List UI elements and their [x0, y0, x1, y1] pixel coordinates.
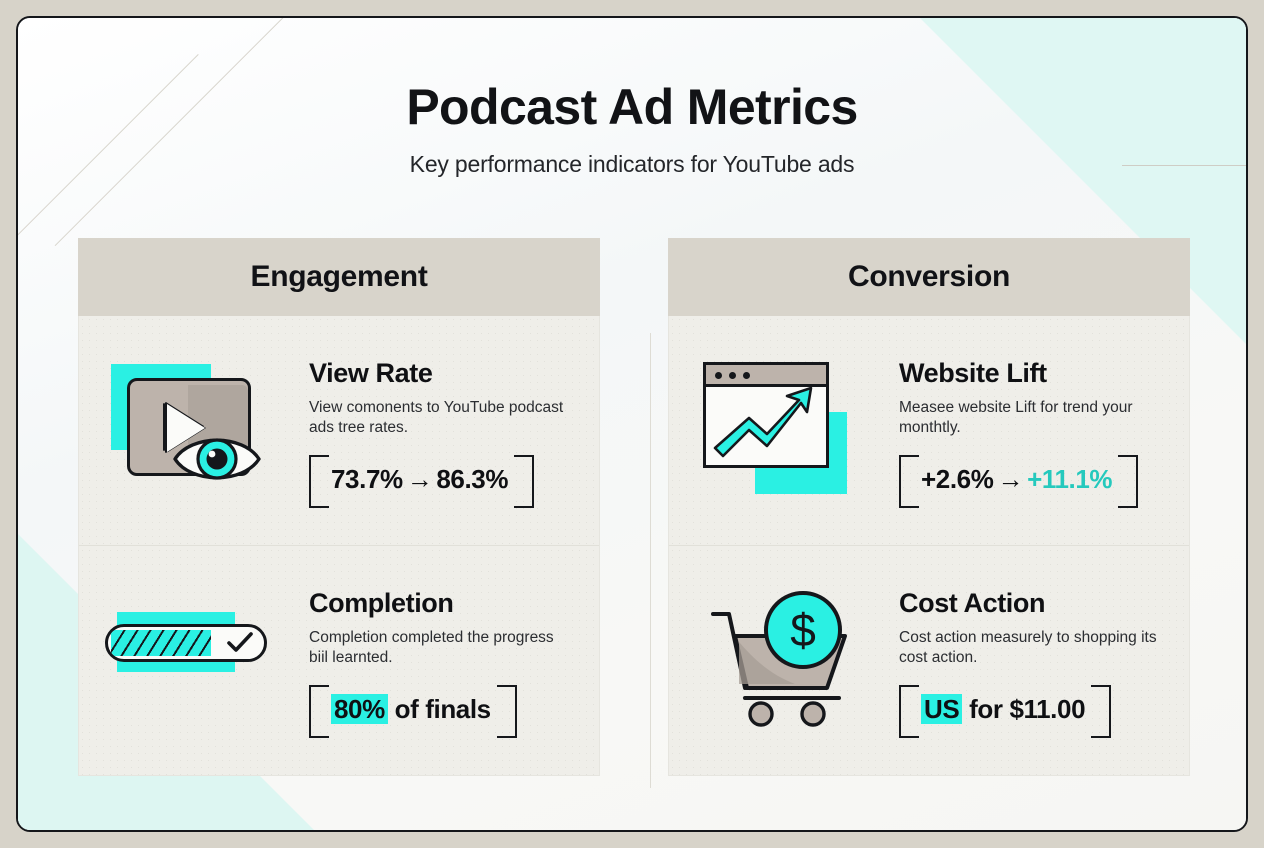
metric-desc-website-lift: Measee website Lift for trend your month…	[899, 398, 1133, 437]
column-body-conversion: Website Lift Measee website Lift for tre…	[668, 316, 1190, 776]
page-title: Podcast Ad Metrics	[406, 79, 858, 135]
metric-text-website-lift: Website Lift Measee website Lift for tre…	[899, 357, 1167, 508]
page-subtitle: Key performance indicators for YouTube a…	[409, 151, 855, 177]
column-title-conversion: Conversion	[847, 260, 1011, 293]
metric-text-view-rate: View Rate View comonents to YouTube podc…	[309, 357, 577, 508]
browser-trend-chart-icon	[695, 356, 883, 506]
value-highlight: US	[921, 693, 963, 724]
shopping-cart-dollar-icon: $	[695, 586, 883, 736]
progress-bar-track	[105, 623, 267, 662]
metric-desc-view-rate: View comonents to YouTube podcast ads tr…	[309, 398, 564, 437]
metric-website-lift[interactable]: Website Lift Measee website Lift for tre…	[669, 316, 1189, 545]
value-from: 73.7%	[331, 463, 403, 494]
browser-dot-3	[743, 371, 750, 379]
value-highlight: 80%	[331, 693, 388, 724]
value-to: +11.1%	[1027, 463, 1113, 494]
value-rest: of finals	[394, 693, 491, 724]
column-header-engagement: Engagement	[78, 238, 600, 316]
trend-arrow-icon	[713, 386, 813, 457]
metric-value-completion: 80% of finals	[309, 684, 517, 738]
header-block: Podcast Ad Metrics Key performance indic…	[18, 80, 1246, 178]
column-divider	[650, 333, 652, 788]
metric-value-view-rate: 73.7% → 86.3%	[309, 454, 535, 508]
metrics-columns: Engagement	[78, 238, 1190, 788]
metric-title-website-lift: Website Lift	[899, 358, 1047, 389]
metric-text-cost-action: Cost Action Cost action measurely to sho…	[899, 587, 1167, 738]
metric-value-website-lift: +2.6% → +11.1%	[899, 454, 1139, 508]
video-player-eye-icon	[105, 356, 293, 506]
column-body-engagement: View Rate View comonents to YouTube podc…	[78, 316, 600, 776]
eye-icon	[173, 437, 261, 480]
metric-completion[interactable]: Completion Completion completed the prog…	[79, 545, 599, 775]
value-to: 86.3%	[436, 463, 509, 494]
progress-bar-fill	[111, 629, 211, 656]
metric-title-cost-action: Cost Action	[899, 588, 1046, 619]
metric-value-cost-action: US for $11.00	[899, 684, 1112, 738]
infographic-frame: Podcast Ad Metrics Key performance indic…	[16, 16, 1248, 832]
value-rest: for $11.00	[969, 693, 1086, 724]
metric-title-completion: Completion	[309, 588, 454, 619]
svg-text:$: $	[790, 604, 816, 656]
metric-desc-cost-action: Cost action measurely to shopping its co…	[899, 628, 1157, 667]
check-icon	[227, 631, 253, 652]
decorative-horizontal-rule	[1122, 165, 1246, 167]
browser-dot-2	[729, 371, 736, 379]
column-title-engagement: Engagement	[250, 260, 428, 293]
arrow-icon: →	[997, 463, 1024, 494]
value-from: +2.6%	[921, 463, 994, 494]
metric-desc-completion: Completion completed the progress biil l…	[309, 628, 554, 667]
column-conversion: Conversion	[668, 238, 1190, 776]
metric-title-view-rate: View Rate	[309, 358, 433, 389]
metric-view-rate[interactable]: View Rate View comonents to YouTube podc…	[79, 316, 599, 545]
column-header-conversion: Conversion	[668, 238, 1190, 316]
arrow-icon: →	[406, 463, 433, 494]
browser-title-bar	[706, 364, 826, 387]
metric-cost-action[interactable]: $ Cost Action Cost action measurely to s…	[669, 545, 1189, 775]
progress-bar-check-icon	[105, 586, 293, 736]
cart-icon: $	[711, 590, 847, 727]
metric-text-completion: Completion Completion completed the prog…	[309, 587, 577, 738]
column-engagement: Engagement	[78, 238, 600, 776]
browser-dot-1	[715, 371, 722, 379]
